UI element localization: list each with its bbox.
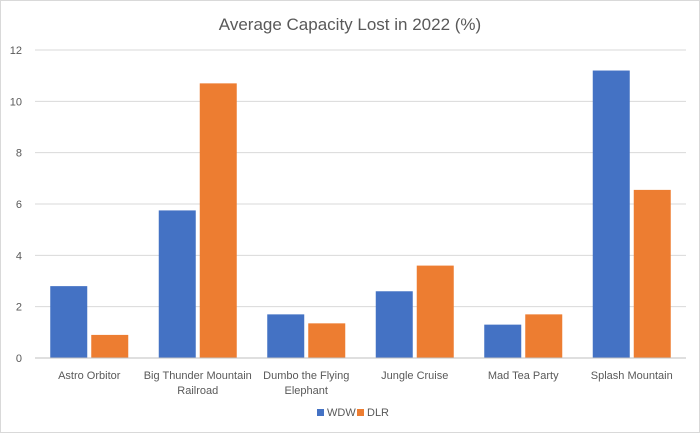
- x-tick-label: Railroad: [177, 385, 218, 397]
- legend-swatch-wdw: [317, 409, 324, 416]
- x-tick-label: Elephant: [285, 385, 328, 397]
- y-tick-label: 8: [16, 148, 22, 160]
- legend: WDW DLR: [317, 407, 389, 419]
- bar-wdw: [592, 70, 630, 359]
- bar-wdw: [267, 314, 305, 358]
- bar-wdw: [158, 210, 196, 358]
- y-axis-ticks: 0 2 4 6 8 10 12: [10, 45, 22, 365]
- y-tick-label: 6: [16, 199, 22, 211]
- bars: [50, 70, 671, 359]
- y-tick-label: 2: [16, 302, 22, 314]
- bar-dlr: [199, 83, 237, 358]
- y-tick-label: 4: [16, 250, 22, 262]
- gridlines: [35, 49, 686, 308]
- bar-dlr: [633, 189, 671, 358]
- x-tick-label: Dumbo the Flying: [263, 370, 349, 382]
- y-tick-label: 12: [10, 45, 22, 57]
- x-tick-label: Astro Orbitor: [58, 370, 121, 382]
- legend-label-dlr: DLR: [367, 407, 389, 419]
- legend-label-wdw: WDW: [327, 407, 356, 419]
- x-tick-label: Splash Mountain: [591, 370, 673, 382]
- bar-wdw: [50, 286, 88, 358]
- bar-dlr: [91, 334, 129, 358]
- x-tick-label: Big Thunder Mountain: [144, 370, 252, 382]
- legend-swatch-dlr: [357, 409, 364, 416]
- chart-title: Average Capacity Lost in 2022 (%): [219, 15, 481, 34]
- bar-wdw: [484, 324, 522, 358]
- bar-dlr: [308, 323, 346, 358]
- y-tick-label: 0: [16, 353, 22, 365]
- y-tick-label: 10: [10, 96, 22, 108]
- bar-dlr: [525, 314, 563, 358]
- x-tick-label: Mad Tea Party: [488, 370, 559, 382]
- x-axis-labels: Astro Orbitor Big Thunder Mountain Railroa…: [58, 370, 673, 397]
- bar-wdw: [375, 291, 413, 358]
- bar-dlr: [416, 265, 454, 358]
- x-tick-label: Jungle Cruise: [381, 370, 448, 382]
